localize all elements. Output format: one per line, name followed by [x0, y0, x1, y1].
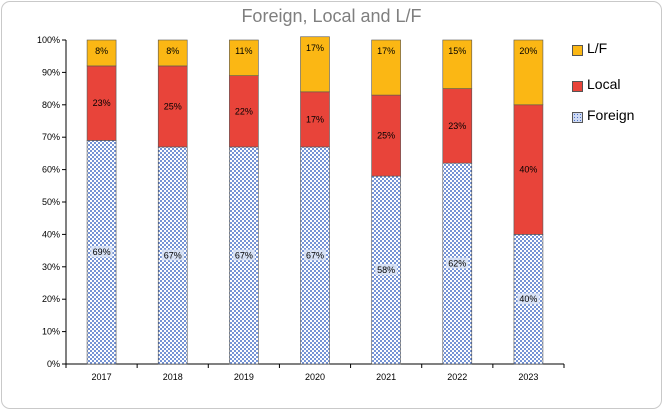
bars: [86, 36, 544, 365]
legend-swatch-foreign: [572, 112, 583, 123]
data-label: 17%: [306, 43, 324, 53]
bar-lf-2023: [513, 39, 544, 106]
y-tick-label: 60%: [42, 165, 60, 175]
y-tick-label: 70%: [42, 132, 60, 142]
x-tick-label: 2018: [163, 372, 183, 382]
data-label: 67%: [235, 250, 253, 260]
legend-label-foreign: Foreign: [587, 107, 635, 123]
bar-lf-2019: [229, 39, 259, 76]
data-label-bg: [517, 293, 540, 305]
data-label: 23%: [93, 98, 111, 108]
data-label: 23%: [448, 121, 466, 131]
y-tick-label: 50%: [42, 197, 60, 207]
y-tick-label: 10%: [42, 327, 60, 337]
y-tick-label: 30%: [42, 262, 60, 272]
data-label: 17%: [377, 46, 395, 56]
data-label-bg: [446, 257, 469, 269]
bar-lf-2020: [300, 36, 330, 93]
data-label-bg: [304, 249, 326, 261]
data-label: 67%: [164, 250, 182, 260]
bar-lf-2017: [86, 39, 117, 67]
x-tick-label: 2019: [234, 372, 254, 382]
bar-lf-2021: [371, 39, 401, 96]
bar-local-2017: [86, 65, 117, 141]
data-label: 40%: [519, 165, 537, 175]
data-labels: 69% 23% 8% 67% 25% 8% 67% 22% 11% 67% 17% 17% 58% 25%…: [90, 43, 540, 305]
data-label: 11%: [235, 46, 252, 56]
y-tick-label: 80%: [42, 100, 60, 110]
data-label: 8%: [95, 46, 108, 56]
data-label: 62%: [448, 259, 466, 269]
data-label: 58%: [377, 265, 395, 275]
bar-local-2018: [157, 65, 188, 148]
bar-local-2020: [300, 91, 330, 148]
x-tick-label: 2023: [518, 372, 538, 382]
bar-lf-2018: [157, 39, 188, 67]
data-label-bg: [232, 249, 255, 261]
bar-local-2022: [442, 88, 473, 164]
data-label: 69%: [93, 247, 111, 257]
data-label: 22%: [235, 106, 253, 116]
axes: 0% 10% 20% 30% 40% 50% 60% 70% 80% 90% 100% 2017 201…: [37, 35, 565, 382]
data-label: 40%: [519, 294, 537, 304]
data-label-bg: [161, 249, 184, 261]
x-tick-label: 2021: [376, 372, 396, 382]
legend-label-lf: L/F: [587, 40, 608, 56]
x-tick-label: 2022: [447, 372, 467, 382]
data-label: 67%: [306, 250, 324, 260]
y-tick-label: 20%: [42, 294, 60, 304]
chart-title: Foreign, Local and L/F: [241, 6, 422, 26]
data-label: 25%: [164, 101, 182, 111]
x-tick-label: 2017: [92, 372, 112, 382]
y-tick-label: 0%: [47, 359, 60, 369]
data-label: 15%: [448, 46, 466, 56]
data-label-bg: [375, 264, 398, 276]
data-label: 25%: [377, 131, 395, 141]
data-label: 8%: [166, 46, 179, 56]
bar-local-2021: [371, 94, 401, 177]
x-tick-label: 2020: [305, 372, 325, 382]
bar-local-2019: [229, 75, 259, 148]
legend-label-local: Local: [587, 76, 621, 92]
y-tick-label: 40%: [42, 229, 60, 239]
y-tick-label: 100%: [37, 35, 60, 45]
data-label: 17%: [306, 114, 324, 124]
legend-swatch-lf: [572, 45, 583, 56]
legend-swatch-local: [572, 81, 583, 92]
data-label: 20%: [519, 46, 537, 56]
bar-lf-2022: [442, 39, 473, 89]
data-label-bg: [90, 246, 113, 258]
y-tick-label: 90%: [42, 67, 60, 77]
